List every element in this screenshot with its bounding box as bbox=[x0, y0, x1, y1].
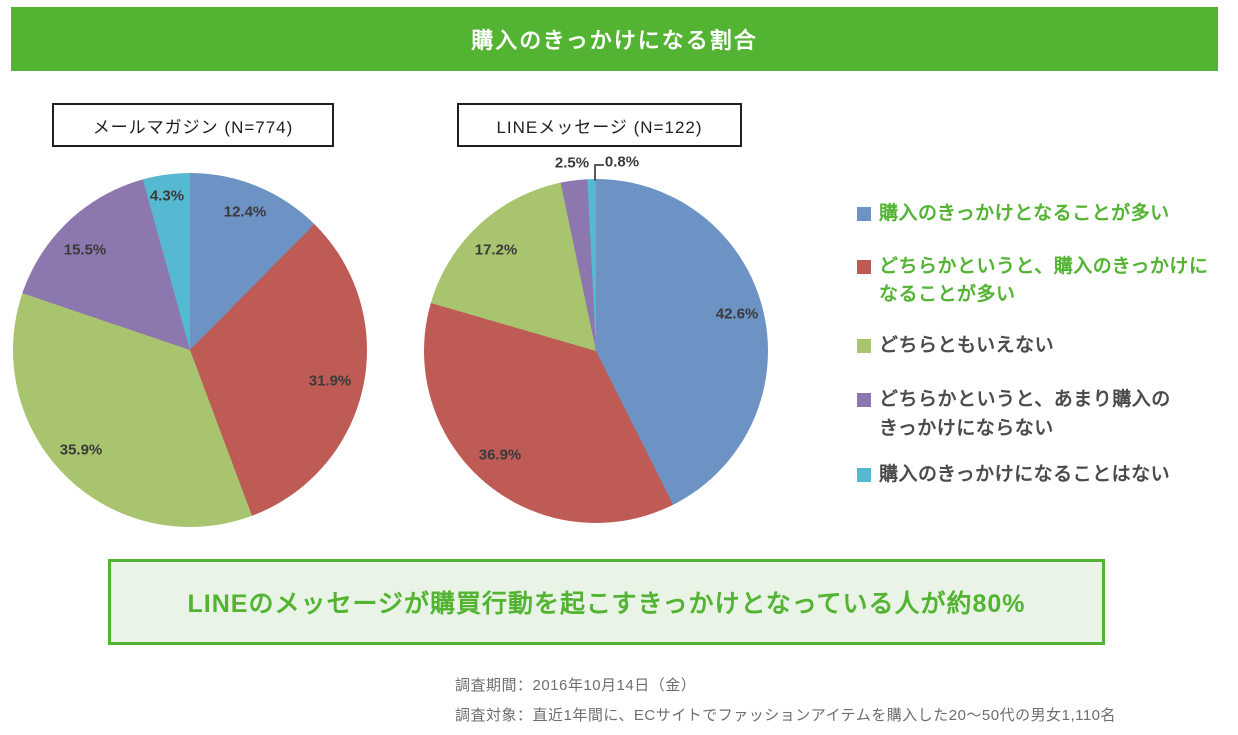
chart-legend: 購入のきっかけとなることが多い どちらかというと、購入のきっかけに なることが多… bbox=[857, 200, 1235, 490]
pie-value-label: 12.4% bbox=[223, 203, 267, 221]
survey-notes: 調査期間：2016年10月14日（金） 調査対象：直近1年間に、ECサイトでファ… bbox=[455, 671, 1116, 731]
pie-value-label: 2.5% bbox=[554, 154, 590, 172]
legend-item: 購入のきっかけとなることが多い bbox=[857, 200, 1235, 229]
pie-chart-mail-magazine: 12.4% 31.9% 35.9% 15.5% 4.3% bbox=[13, 173, 367, 527]
pie-value-label: 35.9% bbox=[59, 441, 103, 459]
leader-line bbox=[594, 164, 604, 181]
survey-target: 調査対象：直近1年間に、ECサイトでファッションアイテムを購入した20～50代の… bbox=[455, 707, 1117, 724]
legend-swatch-red bbox=[857, 259, 871, 274]
key-finding-callout: LINEのメッセージが購買行動を起こすきっかけとなっている人が約80% bbox=[108, 559, 1105, 645]
legend-item-label: 購入のきっかけになることはない bbox=[879, 464, 1171, 485]
page-title: 購入のきっかけになる割合 bbox=[471, 28, 758, 53]
pie-value-label: 36.9% bbox=[478, 446, 522, 464]
legend-swatch-cyan bbox=[857, 468, 871, 482]
legend-swatch-blue bbox=[857, 207, 871, 221]
legend-item: どちらかというと、購入のきっかけに なることが多い bbox=[857, 253, 1235, 310]
pie-value-label: 0.8% bbox=[604, 153, 640, 171]
legend-item-label: 購入のきっかけとなることが多い bbox=[879, 203, 1170, 224]
legend-item-label: どちらともいえない bbox=[879, 334, 1055, 356]
legend-item: 購入のきっかけになることはない bbox=[857, 461, 1235, 490]
pie-value-label: 31.9% bbox=[308, 372, 352, 390]
title-banner: 購入のきっかけになる割合 bbox=[11, 7, 1218, 71]
chart-label-mail-magazine: メールマガジン (N=774) bbox=[52, 103, 334, 147]
pie-value-label: 4.3% bbox=[149, 187, 185, 205]
key-finding-text: LINEのメッセージが購買行動を起こすきっかけとなっている人が約80% bbox=[187, 590, 1026, 618]
pie-value-label: 17.2% bbox=[474, 241, 518, 259]
pie-value-label: 42.6% bbox=[715, 305, 759, 323]
chart-label-line-message: LINEメッセージ (N=122) bbox=[457, 103, 742, 147]
legend-item: どちらかというと、あまり購入の きっかけにならない bbox=[857, 386, 1235, 443]
legend-item-label: どちらかというと、あまり購入の きっかけにならない bbox=[879, 389, 1171, 439]
survey-period: 調査期間：2016年10月14日（金） bbox=[455, 677, 697, 694]
legend-swatch-purple bbox=[857, 393, 871, 407]
legend-swatch-green bbox=[857, 338, 871, 353]
legend-item-label: どちらかというと、購入のきっかけに なることが多い bbox=[879, 255, 1209, 306]
pie-value-label: 15.5% bbox=[63, 241, 107, 259]
pie-chart-line-message: 42.6% 36.9% 17.2% 2.5% 0.8% bbox=[424, 154, 768, 523]
legend-item: どちらともいえない bbox=[857, 332, 1235, 361]
